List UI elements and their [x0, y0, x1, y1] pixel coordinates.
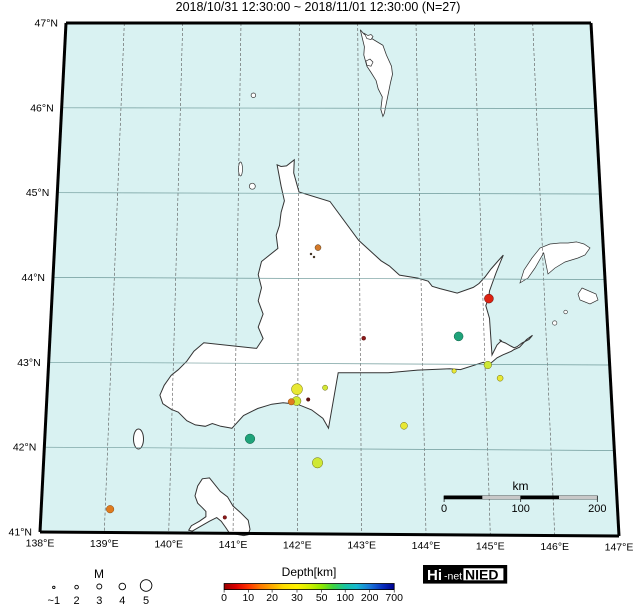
svg-text:146°E: 146°E: [540, 541, 569, 553]
svg-text:10: 10: [242, 592, 254, 604]
svg-text:3: 3: [96, 595, 102, 607]
svg-text:147°E: 147°E: [605, 542, 634, 554]
svg-text:140°E: 140°E: [154, 538, 183, 550]
svg-text:4: 4: [119, 595, 125, 607]
svg-text:M: M: [94, 567, 104, 581]
svg-text:5: 5: [143, 595, 149, 607]
svg-text:100: 100: [336, 592, 354, 604]
svg-text:200: 200: [588, 503, 606, 515]
svg-text:139°E: 139°E: [90, 538, 119, 550]
svg-text:142°E: 142°E: [283, 539, 312, 551]
svg-text:50: 50: [316, 592, 328, 604]
svg-text:100: 100: [512, 503, 530, 515]
svg-text:2: 2: [74, 595, 80, 607]
svg-text:Hi: Hi: [427, 567, 442, 584]
svg-text:46°N: 46°N: [30, 102, 53, 114]
svg-text:20: 20: [266, 592, 278, 604]
svg-text:200: 200: [361, 592, 379, 604]
svg-text:0: 0: [441, 503, 447, 515]
svg-text:143°E: 143°E: [347, 540, 376, 552]
svg-text:Depth[km]: Depth[km]: [282, 565, 337, 579]
svg-text:45°N: 45°N: [26, 187, 49, 199]
svg-text:44°N: 44°N: [22, 272, 45, 284]
svg-text:km: km: [513, 479, 529, 493]
svg-text:700: 700: [385, 592, 403, 604]
svg-text:2018/10/31 12:30:00 ~ 2018/11/: 2018/10/31 12:30:00 ~ 2018/11/01 12:30:0…: [176, 0, 461, 14]
svg-text:42°N: 42°N: [13, 442, 36, 454]
svg-text:~1: ~1: [48, 595, 61, 607]
svg-text:0: 0: [221, 592, 227, 604]
svg-text:30: 30: [291, 592, 303, 604]
svg-text:145°E: 145°E: [476, 541, 505, 553]
svg-text:-net: -net: [444, 571, 462, 583]
svg-text:138°E: 138°E: [26, 538, 55, 550]
svg-text:NIED: NIED: [465, 567, 498, 583]
svg-text:144°E: 144°E: [412, 540, 441, 552]
svg-text:141°E: 141°E: [219, 539, 248, 551]
svg-text:47°N: 47°N: [35, 18, 58, 30]
svg-text:43°N: 43°N: [17, 357, 40, 369]
